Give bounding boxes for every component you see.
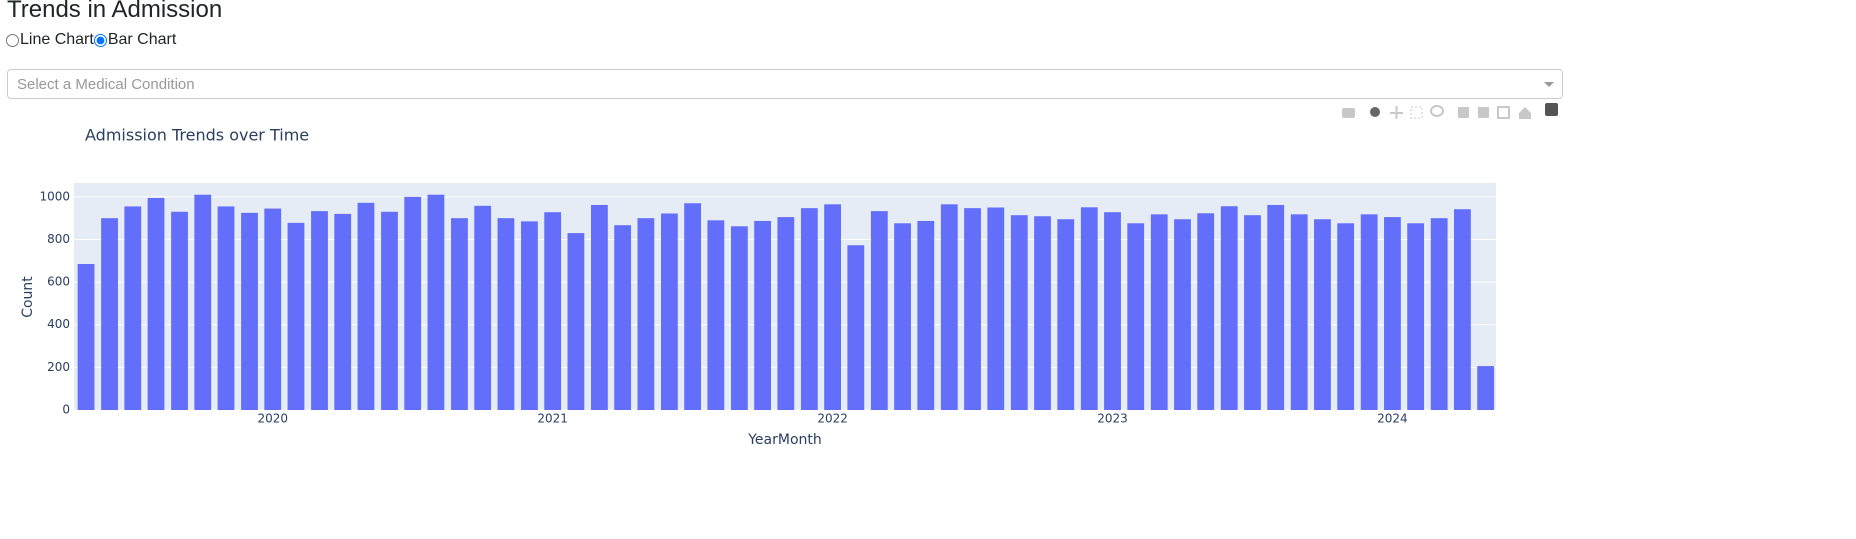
lasso-icon[interactable]	[1430, 105, 1444, 117]
y-tick-label: 200	[47, 360, 70, 374]
bar	[847, 245, 865, 410]
bar	[660, 213, 678, 410]
plotly-logo[interactable]	[1545, 103, 1558, 116]
bar	[707, 220, 725, 410]
bar	[451, 218, 468, 410]
bar	[1034, 216, 1051, 410]
bar	[1337, 223, 1355, 410]
bar	[1244, 215, 1261, 410]
bar	[287, 222, 305, 410]
bar	[194, 194, 212, 410]
radio-label: Bar Chart	[107, 31, 177, 48]
reset-icon[interactable]	[1519, 107, 1531, 119]
y-tick-label: 0	[62, 403, 70, 417]
y-axis-title: Count	[20, 276, 36, 318]
bar	[101, 218, 118, 410]
bar	[1454, 209, 1471, 410]
bar	[684, 203, 702, 410]
bar	[1057, 219, 1075, 410]
bar	[591, 204, 608, 410]
bar	[1010, 215, 1028, 410]
bar	[800, 208, 818, 410]
y-tick-label: 600	[47, 275, 70, 289]
bar	[917, 220, 935, 410]
page-title: Trends in Admission	[7, 0, 223, 23]
bar	[171, 211, 188, 410]
dropdown-caret	[1544, 82, 1554, 87]
bar	[1104, 212, 1121, 410]
bar	[894, 223, 911, 410]
bar	[1080, 207, 1098, 410]
dropdown-placeholder: Select a Medical Condition	[17, 76, 195, 93]
bar	[964, 208, 981, 410]
radio-option[interactable]: Bar Chart	[93, 31, 177, 49]
zoom-out-icon[interactable]	[1478, 107, 1489, 118]
autoscale-icon[interactable]	[1497, 106, 1510, 119]
bar	[381, 211, 398, 410]
bar	[637, 218, 655, 410]
zoom-icon[interactable]	[1370, 107, 1380, 117]
bar	[940, 204, 958, 410]
radio-input[interactable]	[6, 33, 19, 47]
bar	[521, 221, 538, 410]
bar	[474, 205, 492, 410]
bar	[567, 233, 585, 410]
bar	[614, 225, 632, 410]
y-tick-label: 400	[47, 317, 70, 331]
chart: Admission Trends over Time YearMonth Cou…	[20, 103, 1558, 448]
bar	[1197, 213, 1215, 410]
bar	[334, 213, 352, 410]
x-tick-label: 2021	[537, 412, 568, 426]
bar	[1360, 214, 1378, 410]
x-tick-label: 2023	[1097, 412, 1128, 426]
bar	[987, 207, 1005, 410]
chart-type-radios: Line Chart Bar Chart	[6, 31, 176, 49]
bar	[124, 206, 142, 410]
box-select-icon[interactable]	[1410, 106, 1423, 119]
bar	[1430, 218, 1448, 410]
bar	[497, 218, 515, 410]
condition-dropdown[interactable]: Select a Medical Condition	[7, 69, 1563, 99]
radio-label: Line Chart	[20, 31, 94, 48]
bar	[1174, 219, 1191, 410]
zoom-in-icon[interactable]	[1458, 107, 1469, 118]
x-tick-label: 2022	[817, 412, 848, 426]
bar	[1384, 217, 1401, 410]
bar	[824, 204, 841, 410]
bar	[1290, 214, 1308, 410]
bar	[311, 211, 328, 410]
radio-input[interactable]	[93, 33, 107, 47]
camera-icon[interactable]	[1342, 108, 1355, 118]
bar	[147, 197, 165, 410]
bar	[427, 194, 445, 410]
bar	[754, 220, 772, 410]
x-axis-title: YearMonth	[747, 432, 822, 448]
x-tick-label: 2020	[257, 412, 288, 426]
bar	[1314, 219, 1331, 410]
bar	[1267, 204, 1285, 410]
x-tick-label: 2024	[1377, 412, 1408, 426]
bar	[357, 202, 375, 410]
bar	[77, 263, 95, 410]
modebar	[1342, 103, 1558, 119]
y-tick-label: 1000	[39, 189, 70, 203]
y-tick-label: 800	[47, 232, 70, 246]
bar	[1220, 206, 1238, 410]
bar	[730, 226, 748, 410]
radio-option[interactable]: Line Chart	[6, 31, 94, 49]
bar	[404, 196, 422, 410]
bar	[544, 212, 562, 410]
bar	[870, 211, 888, 410]
bar	[217, 206, 235, 410]
bar	[1477, 366, 1495, 410]
bar	[241, 212, 258, 410]
bar	[264, 208, 282, 410]
bar	[1407, 223, 1425, 410]
bar	[1150, 214, 1168, 410]
bar	[777, 217, 795, 410]
pan-icon[interactable]	[1390, 106, 1403, 119]
chart-title: Admission Trends over Time	[85, 126, 309, 145]
bar	[1127, 223, 1145, 410]
